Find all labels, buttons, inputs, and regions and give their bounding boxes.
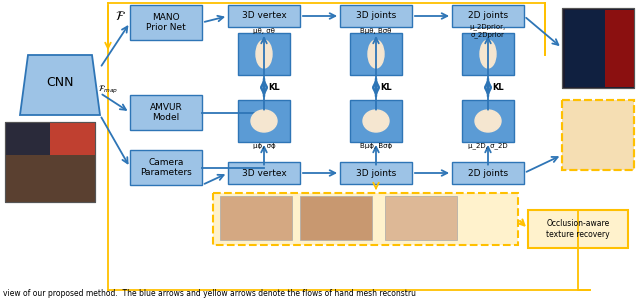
Ellipse shape (475, 110, 501, 132)
FancyBboxPatch shape (562, 100, 634, 170)
Text: Bμθ, Bσθ: Bμθ, Bσθ (360, 28, 392, 34)
FancyBboxPatch shape (565, 10, 605, 87)
Text: MANO
Prior Net: MANO Prior Net (146, 13, 186, 32)
Text: CNN: CNN (46, 76, 74, 88)
FancyBboxPatch shape (228, 162, 300, 184)
FancyBboxPatch shape (50, 122, 95, 202)
Text: 3D joints: 3D joints (356, 169, 396, 178)
FancyBboxPatch shape (130, 95, 202, 130)
FancyBboxPatch shape (562, 8, 634, 88)
Text: KL: KL (380, 83, 392, 92)
Ellipse shape (480, 40, 496, 68)
FancyBboxPatch shape (238, 100, 290, 142)
FancyBboxPatch shape (462, 33, 514, 75)
Text: 3D vertex: 3D vertex (242, 169, 286, 178)
Ellipse shape (256, 40, 272, 68)
FancyBboxPatch shape (452, 162, 524, 184)
FancyBboxPatch shape (5, 122, 95, 202)
Text: μϕ, σϕ: μϕ, σϕ (253, 143, 275, 149)
Text: Occlusion-aware
texture recovery: Occlusion-aware texture recovery (546, 219, 610, 239)
Polygon shape (20, 55, 100, 115)
Text: view of our proposed method.  The blue arrows and yellow arrows denote the flows: view of our proposed method. The blue ar… (3, 290, 416, 298)
FancyBboxPatch shape (340, 5, 412, 27)
FancyBboxPatch shape (350, 33, 402, 75)
FancyBboxPatch shape (5, 155, 95, 202)
Ellipse shape (368, 40, 384, 68)
Text: 3D joints: 3D joints (356, 11, 396, 20)
Text: 3D vertex: 3D vertex (242, 11, 286, 20)
FancyBboxPatch shape (300, 196, 372, 240)
FancyBboxPatch shape (452, 5, 524, 27)
Text: Camera
Parameters: Camera Parameters (140, 158, 192, 177)
Text: KL: KL (268, 83, 280, 92)
FancyBboxPatch shape (385, 196, 457, 240)
Text: 2D joints: 2D joints (468, 11, 508, 20)
FancyBboxPatch shape (528, 210, 628, 248)
FancyBboxPatch shape (213, 193, 518, 245)
Text: Bμϕ, Bσϕ: Bμϕ, Bσϕ (360, 143, 392, 149)
Text: 2D joints: 2D joints (468, 169, 508, 178)
Text: KL: KL (492, 83, 504, 92)
FancyBboxPatch shape (228, 5, 300, 27)
FancyBboxPatch shape (340, 162, 412, 184)
FancyBboxPatch shape (565, 10, 634, 87)
Text: μ_2D, σ_2D: μ_2D, σ_2D (468, 142, 508, 149)
Text: μ_2Dprior,
σ_2Dprior: μ_2Dprior, σ_2Dprior (470, 24, 506, 38)
FancyBboxPatch shape (5, 122, 95, 202)
FancyBboxPatch shape (238, 33, 290, 75)
FancyBboxPatch shape (130, 5, 202, 40)
FancyBboxPatch shape (220, 196, 292, 240)
Text: μθ, σθ: μθ, σθ (253, 28, 275, 34)
FancyBboxPatch shape (130, 150, 202, 185)
Text: $\mathcal{F}_{map}$: $\mathcal{F}_{map}$ (98, 84, 118, 96)
FancyBboxPatch shape (350, 100, 402, 142)
Text: $\mathcal{F}$: $\mathcal{F}$ (115, 10, 126, 23)
Ellipse shape (251, 110, 277, 132)
FancyBboxPatch shape (5, 122, 50, 202)
FancyBboxPatch shape (462, 100, 514, 142)
Text: AMVUR
Model: AMVUR Model (150, 103, 182, 122)
Ellipse shape (363, 110, 389, 132)
